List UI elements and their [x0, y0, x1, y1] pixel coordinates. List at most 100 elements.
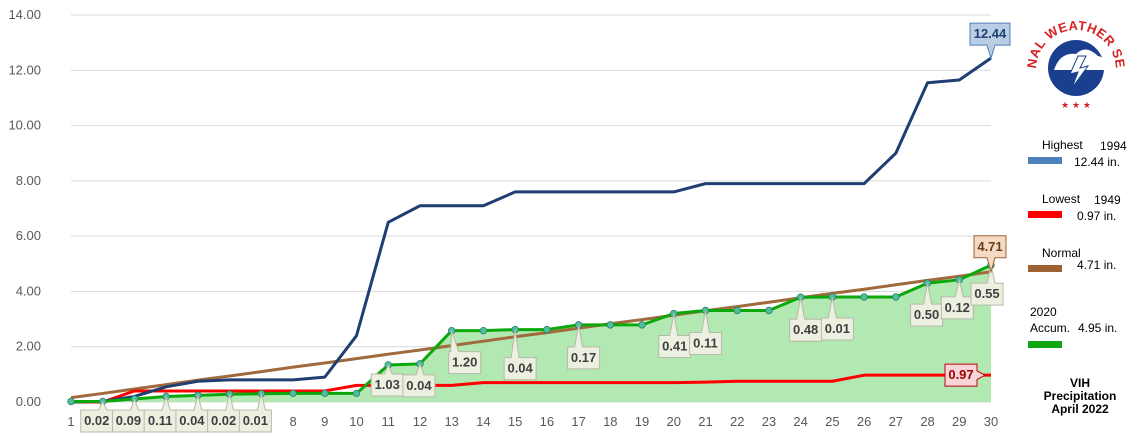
- legend-normal-amount: 4.71 in.: [1077, 258, 1117, 272]
- callout-box-daily: [789, 297, 823, 342]
- legend-lowest-year: 1949: [1094, 193, 1121, 207]
- accum-point: [352, 389, 361, 398]
- x-tick-label: 23: [762, 414, 776, 429]
- x-tick-label: 16: [540, 414, 554, 429]
- callout-label-daily: 0.09: [116, 413, 141, 428]
- x-tick-label: 30: [984, 414, 998, 429]
- y-tick-label: 10.00: [8, 118, 41, 133]
- callout-box-daily: [940, 279, 974, 320]
- x-tick-label: 11: [381, 414, 395, 429]
- callout-box-daily: [207, 394, 241, 433]
- chart-footer: VIH Precipitation April 2022: [1020, 377, 1139, 416]
- legend-accum-year: 2020: [1030, 305, 1057, 319]
- callout-label-daily: 0.11: [693, 336, 718, 351]
- legend-accum-swatch: [1028, 341, 1062, 348]
- callout-label-daily: 0.17: [571, 350, 596, 365]
- y-tick-label: 8.00: [16, 173, 41, 188]
- legend-highest-label: Highest: [1042, 138, 1083, 152]
- x-tick-label: 1: [67, 414, 74, 429]
- y-tick-label: 14.00: [8, 7, 41, 22]
- callout-box-daily: [80, 400, 114, 433]
- nws-logo: NATIONAL WEATHER SERVICE ★ ★ ★: [1020, 8, 1128, 111]
- legend-highest-year: 1994: [1100, 139, 1127, 153]
- accum-point: [733, 306, 741, 315]
- x-tick-label: 14: [476, 414, 490, 429]
- accum-point: [321, 389, 329, 398]
- callout-box-daily: [688, 310, 722, 356]
- legend-lowest-label: Lowest: [1042, 192, 1081, 206]
- callout-box-daily: [820, 296, 854, 341]
- x-tick-label: 26: [857, 414, 871, 429]
- x-tick-label: 27: [889, 414, 903, 429]
- accum-point: [67, 397, 75, 406]
- legend-normal-swatch: [1028, 265, 1062, 272]
- lowest-line: [71, 373, 991, 404]
- callout-label-daily: 0.55: [974, 286, 999, 301]
- accum-point: [289, 389, 297, 398]
- callout-label-daily: 0.12: [945, 300, 970, 315]
- footer-station: VIH: [1069, 376, 1090, 390]
- callout-label-daily: 0.02: [84, 413, 109, 428]
- y-tick-label: 4.00: [16, 283, 41, 298]
- x-tick-label: 28: [920, 414, 934, 429]
- callout-label-daily: 1.03: [375, 377, 400, 392]
- x-tick-label: 13: [444, 414, 458, 429]
- callout-label-daily: 1.20: [452, 355, 477, 370]
- x-tick-label: 20: [667, 414, 681, 429]
- callout-box-daily: [370, 363, 404, 397]
- y-tick-label: 12.00: [8, 62, 41, 77]
- callout-box-daily: [143, 394, 177, 433]
- callout-label-daily: 0.48: [793, 322, 818, 337]
- footer-element: Precipitation: [1043, 389, 1117, 403]
- callout-box-daily: [238, 393, 272, 433]
- x-tick-label: 12: [413, 414, 427, 429]
- callout-label-highest: 12.44: [974, 26, 1007, 41]
- y-tick-label: 6.00: [16, 228, 41, 243]
- callout-label-daily: 0.04: [179, 413, 205, 428]
- callout-label-daily: 0.04: [507, 361, 533, 376]
- normal-line: [70, 270, 992, 400]
- legend-normal-label: Normal: [1042, 246, 1081, 260]
- x-tick-label: 15: [508, 414, 522, 429]
- callout-box-daily: [658, 313, 692, 359]
- x-tick-label: 22: [730, 414, 744, 429]
- y-tick-label: 2.00: [16, 339, 41, 354]
- callout-label-lowest: 0.97: [948, 367, 973, 382]
- x-tick-label: 10: [349, 414, 363, 429]
- callout-box-daily: [448, 330, 482, 375]
- callout-box-daily: [175, 393, 209, 433]
- x-tick-label: 19: [635, 414, 649, 429]
- x-tick-label: 17: [571, 414, 585, 429]
- footer-period: April 2022: [1051, 402, 1109, 416]
- callout-label-normal: 4.71: [977, 239, 1002, 254]
- callout-box-normal: [973, 235, 1007, 274]
- callout-box-daily: [567, 324, 601, 370]
- x-tick-label: 8: [289, 414, 296, 429]
- accum-point: [543, 325, 551, 334]
- x-tick-label: 18: [603, 414, 617, 429]
- x-tick-label: 25: [825, 414, 839, 429]
- legend-highest-swatch: [1028, 157, 1062, 164]
- callout-label-daily: 0.11: [148, 413, 173, 428]
- x-tick-label: 9: [321, 414, 328, 429]
- callout-box-highest: [969, 22, 1011, 60]
- accum-point: [606, 321, 615, 329]
- y-tick-label: 0.00: [16, 394, 41, 409]
- callout-box-daily: [111, 397, 145, 433]
- legend-accum-amount: 4.95 in.: [1078, 321, 1118, 335]
- callout-label-daily: 0.04: [406, 378, 432, 393]
- callout-label-daily: 0.41: [662, 339, 687, 354]
- x-tick-label: 21: [698, 414, 712, 429]
- legend-highest-amount: 12.44 in.: [1074, 155, 1121, 169]
- accum_2020-line: [71, 263, 992, 403]
- legend-lowest-swatch: [1028, 211, 1062, 218]
- legend-accum-label: Accum.: [1030, 321, 1071, 335]
- callout-label-daily: 0.02: [211, 413, 236, 428]
- callout-box-daily: [402, 362, 436, 398]
- callout-label-daily: 0.01: [243, 413, 268, 428]
- callout-box-daily: [910, 283, 944, 327]
- accum-point: [765, 306, 773, 315]
- accum-point: [860, 293, 868, 301]
- legend-lowest-amount: 0.97 in.: [1077, 209, 1117, 223]
